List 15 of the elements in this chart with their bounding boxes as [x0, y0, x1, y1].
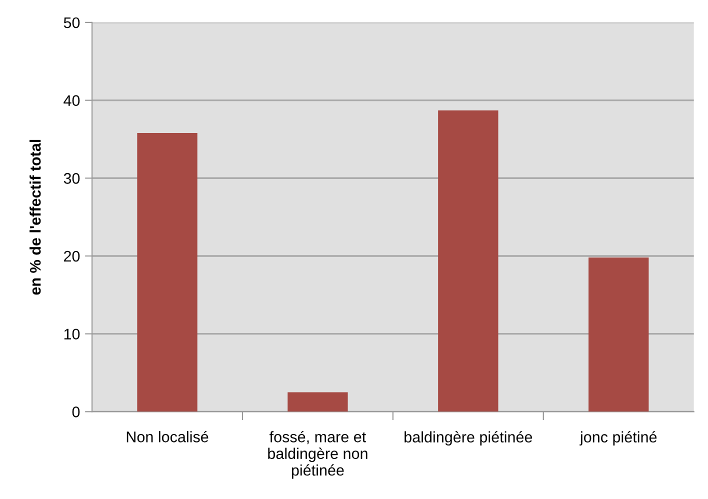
bar	[137, 132, 198, 412]
y-tick-label: 20	[64, 250, 80, 262]
y-tick-label: 50	[64, 17, 80, 28]
y-tick-label: 0	[72, 406, 80, 418]
x-tick-label: baldingère piétinée	[404, 431, 532, 446]
bar	[588, 258, 649, 412]
x-tick-label: Non localisé	[126, 430, 208, 442]
y-tick-label: 10	[64, 328, 80, 340]
x-tick-label: jonc piétiné	[580, 431, 657, 446]
x-tick-label: fossé, mare et baldingère non piétinée	[268, 430, 368, 479]
y-tick-label: 30	[64, 173, 80, 184]
y-axis-title: en % de l'effectif total	[30, 140, 41, 295]
bar	[438, 110, 498, 412]
bar	[288, 392, 348, 412]
y-tick-label: 40	[64, 95, 80, 106]
